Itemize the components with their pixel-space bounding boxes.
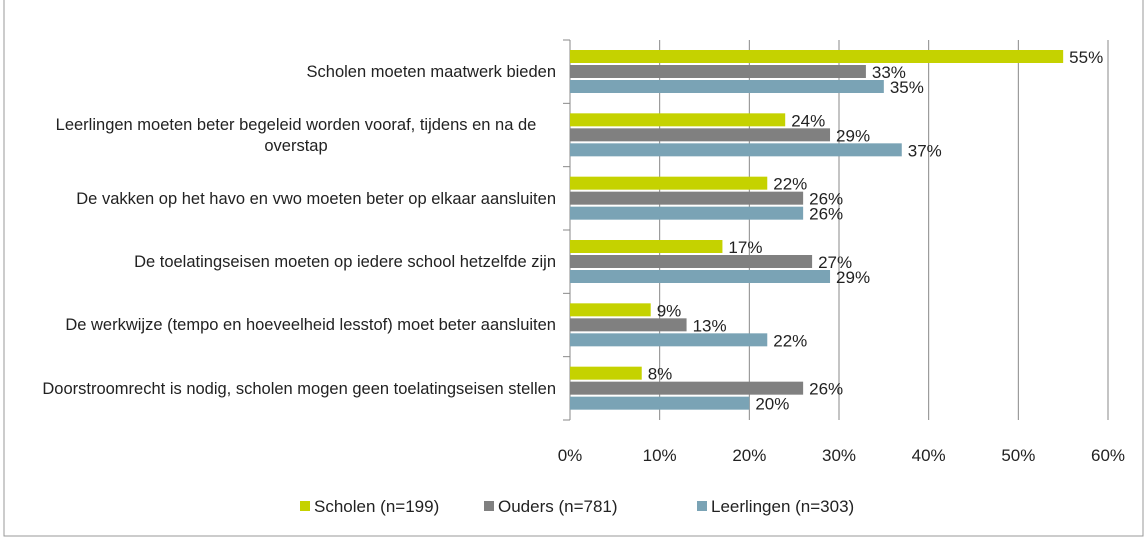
category-label-box: Doorstroomrecht is nodig, scholen mogen …: [36, 358, 556, 421]
x-tick-label: 30%: [822, 446, 856, 465]
x-tick-label: 50%: [1001, 446, 1035, 465]
bar: [570, 65, 866, 78]
x-tick-label: 10%: [643, 446, 677, 465]
value-label: 22%: [773, 331, 807, 350]
legend-swatch: [697, 501, 707, 511]
x-tick-label: 20%: [732, 446, 766, 465]
value-label: 29%: [836, 126, 870, 145]
category-label-box: De werkwijze (tempo en hoeveelheid lesst…: [36, 294, 556, 357]
legend-label: Leerlingen (n=303): [711, 497, 854, 516]
value-label: 9%: [657, 301, 682, 320]
value-label: 33%: [872, 63, 906, 82]
x-tick-label: 40%: [912, 446, 946, 465]
bar: [570, 318, 687, 332]
legend-label: Scholen (n=199): [314, 497, 439, 516]
value-label: 26%: [809, 190, 843, 209]
category-label: Doorstroomrecht is nodig, scholen mogen …: [42, 379, 556, 398]
value-label: 55%: [1069, 48, 1103, 67]
value-label: 37%: [908, 141, 942, 160]
bar: [570, 113, 786, 127]
bar: [570, 143, 902, 157]
bar: [570, 128, 831, 142]
category-label-box: De toelatingseisen moeten op iedere scho…: [36, 231, 556, 294]
value-label: 27%: [818, 253, 852, 272]
value-label: 8%: [648, 365, 673, 384]
value-label: 26%: [809, 380, 843, 399]
value-label: 17%: [728, 238, 762, 257]
bar: [570, 50, 1064, 63]
bar: [570, 206, 804, 220]
bar: [570, 366, 642, 380]
category-label: De werkwijze (tempo en hoeveelheid lesst…: [65, 316, 556, 335]
value-label: 24%: [791, 111, 825, 130]
value-label: 22%: [773, 175, 807, 194]
category-label: De toelatingseisen moeten op iedere scho…: [134, 253, 556, 271]
bar: [570, 396, 750, 410]
bar: [570, 333, 768, 347]
value-label: 35%: [890, 78, 924, 97]
bar: [570, 303, 651, 317]
category-label-box: De vakken op het havo en vwo moeten bete…: [36, 168, 556, 231]
bar: [570, 381, 804, 395]
bar: [570, 80, 884, 93]
legend-label: Ouders (n=781): [498, 497, 618, 516]
bar: [570, 191, 804, 205]
value-label: 20%: [755, 395, 789, 414]
category-label-box: Scholen moeten maatwerk bieden: [36, 41, 556, 104]
category-label: Scholen moeten maatwerk bieden: [306, 63, 556, 81]
bar: [570, 255, 813, 268]
bar: [570, 240, 723, 253]
bar: [570, 270, 831, 283]
bar: [570, 176, 768, 190]
value-label: 13%: [693, 316, 727, 335]
legend-swatch: [300, 501, 310, 511]
category-label-box: Leerlingen moeten beter begeleid worden …: [36, 104, 556, 167]
category-label: De vakken op het havo en vwo moeten bete…: [76, 189, 556, 208]
x-tick-label: 0%: [558, 446, 583, 465]
legend-swatch: [484, 501, 494, 511]
chart-frame: [3, 0, 1144, 537]
value-label: 26%: [809, 205, 843, 224]
x-tick-label: 60%: [1091, 446, 1125, 465]
value-label: 29%: [836, 268, 870, 287]
category-label: Leerlingen moeten beter begeleid worden …: [55, 115, 537, 155]
